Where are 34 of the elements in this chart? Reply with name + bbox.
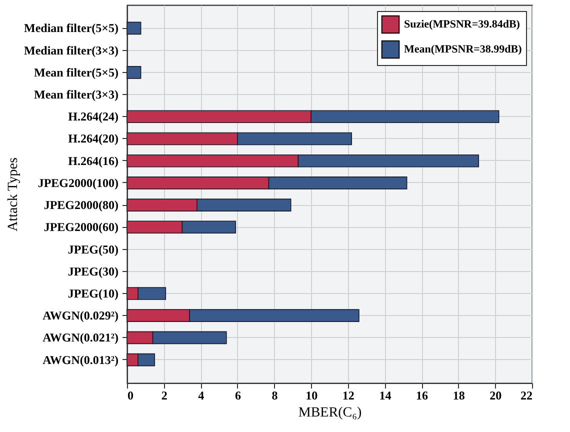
- y-tick-label: Median filter(5×5): [24, 21, 118, 36]
- y-tick-label: H.264(20): [68, 132, 118, 146]
- y-tick-label: H.264(16): [68, 154, 118, 168]
- y-axis-title: Attack Types: [6, 158, 22, 232]
- y-tick-label: JPEG(30): [68, 264, 118, 278]
- y-tick-label: JPEG(50): [68, 242, 118, 256]
- y-tick-label: JPEG2000(60): [44, 220, 118, 234]
- x-tick-label: 0: [128, 388, 134, 402]
- y-tick-label: Median filter(3×3): [24, 43, 118, 58]
- x-axis-title: MBER(C₆): [298, 406, 362, 420]
- x-tick-label: 18: [452, 388, 465, 402]
- x-tick-label: 8: [272, 388, 278, 402]
- x-tick-label: 4: [198, 388, 204, 402]
- y-tick-label: AWGN(0.013²): [42, 352, 118, 367]
- x-tick-label: 16: [416, 388, 428, 402]
- x-tick-label: 2: [161, 388, 168, 402]
- x-tick-label: 12: [342, 388, 354, 402]
- legend-label: Mean(MPSNR=38.99dB): [404, 44, 522, 56]
- y-tick-label: JPEG2000(100): [38, 176, 118, 190]
- x-tick-label: 6: [234, 388, 241, 402]
- y-tick-label: AWGN(0.029²): [42, 308, 118, 323]
- y-tick-label: H.264(24): [68, 110, 118, 124]
- y-tick-label: JPEG(10): [68, 286, 118, 300]
- y-tick-label: AWGN(0.021²): [42, 330, 118, 345]
- y-tick-label: Mean filter(3×3): [34, 88, 119, 102]
- x-tick-label: 20: [490, 388, 502, 402]
- bar: [126, 22, 142, 35]
- legend-label: Suzie(MPSNR=39.84dB): [404, 18, 520, 30]
- y-tick-label: Mean filter(5×5): [34, 65, 119, 80]
- bar: [126, 66, 142, 79]
- x-tick-label: 14: [379, 388, 392, 402]
- x-tick-label: 22: [520, 388, 532, 402]
- y-tick-label: JPEG2000(80): [44, 198, 118, 212]
- x-tick-label: 10: [306, 388, 318, 402]
